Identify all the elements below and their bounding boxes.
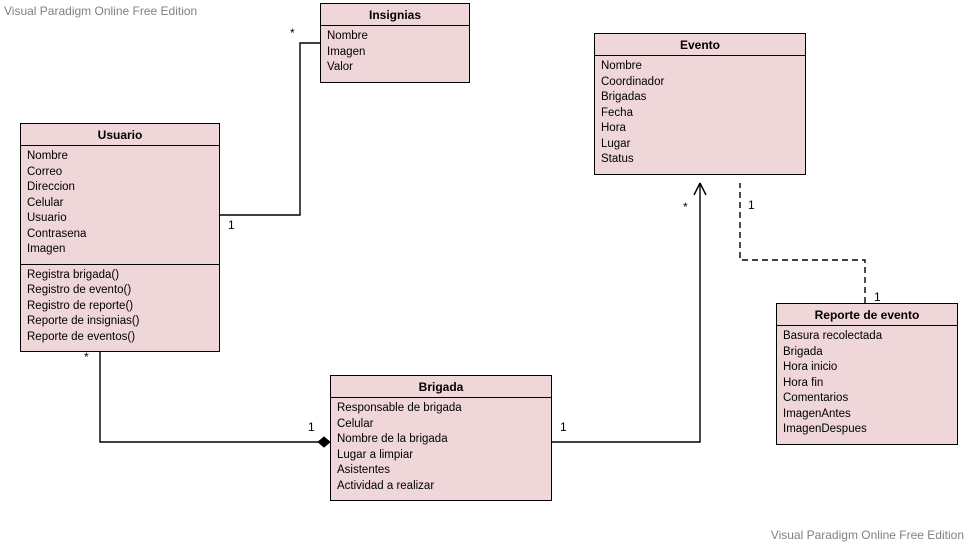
edge-usuario-insignias <box>220 43 320 215</box>
method: Registro de evento() <box>27 283 213 299</box>
attr: Contrasena <box>27 227 213 243</box>
attr: Hora <box>601 121 799 137</box>
attr: Lugar <box>601 137 799 153</box>
mult-brigada-evento-star: * <box>683 200 688 214</box>
attr: Valor <box>327 60 463 76</box>
mult-usuario-brigada-1: 1 <box>308 420 315 434</box>
class-reporte-attrs: Basura recolectada Brigada Hora inicio H… <box>777 326 957 444</box>
attr: Imagen <box>327 45 463 61</box>
attr: ImagenAntes <box>783 407 951 423</box>
edge-brigada-evento <box>552 192 700 442</box>
attr: Responsable de brigada <box>337 401 545 417</box>
class-brigada-attrs: Responsable de brigada Celular Nombre de… <box>331 398 551 500</box>
class-usuario: Usuario Nombre Correo Direccion Celular … <box>20 123 220 352</box>
edge-reporte-evento <box>740 183 865 303</box>
attr: ImagenDespues <box>783 422 951 438</box>
class-insignias: Insignias Nombre Imagen Valor <box>320 3 470 83</box>
method: Reporte de insignias() <box>27 314 213 330</box>
attr: Actividad a realizar <box>337 479 545 495</box>
mult-reporte-evento-1b: 1 <box>748 198 755 212</box>
attr: Comentarios <box>783 391 951 407</box>
watermark-bottom: Visual Paradigm Online Free Edition <box>771 528 964 542</box>
method: Registra brigada() <box>27 268 213 284</box>
class-usuario-methods: Registra brigada() Registro de evento() … <box>21 264 219 352</box>
class-brigada-title: Brigada <box>331 376 551 398</box>
attr: Usuario <box>27 211 213 227</box>
class-evento: Evento Nombre Coordinador Brigadas Fecha… <box>594 33 806 175</box>
attr: Direccion <box>27 180 213 196</box>
attr: Coordinador <box>601 75 799 91</box>
mult-reporte-evento-1a: 1 <box>874 290 881 304</box>
attr: Fecha <box>601 106 799 122</box>
watermark-top: Visual Paradigm Online Free Edition <box>4 4 197 18</box>
attr: Basura recolectada <box>783 329 951 345</box>
class-brigada: Brigada Responsable de brigada Celular N… <box>330 375 552 501</box>
attr: Celular <box>27 196 213 212</box>
attr: Nombre de la brigada <box>337 432 545 448</box>
attr: Brigada <box>783 345 951 361</box>
attr: Brigadas <box>601 90 799 106</box>
class-usuario-attrs: Nombre Correo Direccion Celular Usuario … <box>21 146 219 264</box>
class-insignias-attrs: Nombre Imagen Valor <box>321 26 469 82</box>
class-evento-attrs: Nombre Coordinador Brigadas Fecha Hora L… <box>595 56 805 174</box>
attr: Imagen <box>27 242 213 258</box>
class-evento-title: Evento <box>595 34 805 56</box>
class-reporte: Reporte de evento Basura recolectada Bri… <box>776 303 958 445</box>
class-insignias-title: Insignias <box>321 4 469 26</box>
mult-usuario-insignias-1: 1 <box>228 218 235 232</box>
attr: Hora inicio <box>783 360 951 376</box>
composition-diamond <box>318 437 330 447</box>
mult-brigada-evento-1: 1 <box>560 420 567 434</box>
method: Registro de reporte() <box>27 299 213 315</box>
attr: Lugar a limpiar <box>337 448 545 464</box>
attr: Nombre <box>27 149 213 165</box>
attr: Nombre <box>601 59 799 75</box>
attr: Nombre <box>327 29 463 45</box>
mult-usuario-brigada-star: * <box>84 350 89 364</box>
attr: Correo <box>27 165 213 181</box>
attr: Celular <box>337 417 545 433</box>
method: Reporte de eventos() <box>27 330 213 346</box>
class-usuario-title: Usuario <box>21 124 219 146</box>
attr: Hora fin <box>783 376 951 392</box>
attr: Status <box>601 152 799 168</box>
mult-usuario-insignias-star: * <box>290 26 295 40</box>
attr: Asistentes <box>337 463 545 479</box>
arrowhead-evento <box>694 183 706 195</box>
class-reporte-title: Reporte de evento <box>777 304 957 326</box>
